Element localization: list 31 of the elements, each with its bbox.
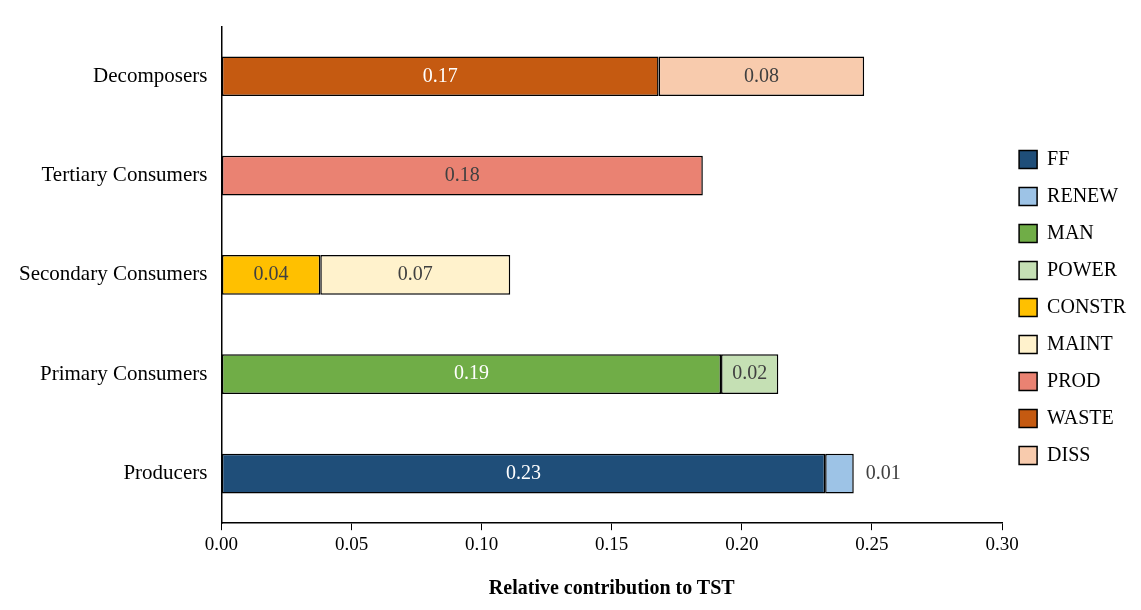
- y-tick-label: Producers: [123, 460, 208, 485]
- legend-label: MAN: [1047, 220, 1094, 243]
- x-tick-label: 0.05: [334, 532, 369, 554]
- data-label: 0.18: [444, 162, 480, 185]
- x-tick-label: 0.00: [204, 532, 239, 554]
- data-label: 0.08: [743, 63, 779, 86]
- y-tick-label: Tertiary Consumers: [41, 162, 208, 187]
- x-axis-title: Relative contribution to TST: [488, 576, 736, 599]
- x-tick-label: 0.10: [465, 532, 499, 554]
- data-label: 0.04: [253, 262, 289, 285]
- x-tick-label: 0.25: [855, 532, 889, 554]
- x-tick-label: 0.15: [595, 532, 629, 554]
- legend-label: DISS: [1047, 442, 1091, 465]
- data-label: 0.19: [453, 361, 489, 384]
- legend-label: FF: [1047, 146, 1070, 169]
- legend-label: CONSTR: [1047, 294, 1127, 317]
- legend-label: PROD: [1047, 368, 1101, 391]
- y-tick-label: Decomposers: [93, 62, 208, 87]
- y-tick-label: Primary Consumers: [39, 360, 208, 385]
- x-tick-label: 0.20: [725, 532, 759, 554]
- y-tick-label: Secondary Consumers: [18, 261, 208, 286]
- data-label: 0.17: [422, 63, 458, 86]
- data-label: 0.02: [732, 361, 768, 384]
- legend-label: MAINT: [1047, 331, 1113, 354]
- data-label: 0.07: [397, 262, 433, 285]
- legend-label: POWER: [1047, 257, 1118, 280]
- legend-label: RENEW: [1047, 183, 1119, 206]
- legend-label: WASTE: [1047, 405, 1114, 428]
- x-tick-label: 0.30: [985, 532, 1019, 554]
- data-label: 0.23: [506, 460, 542, 483]
- data-label: 0.01: [865, 460, 901, 483]
